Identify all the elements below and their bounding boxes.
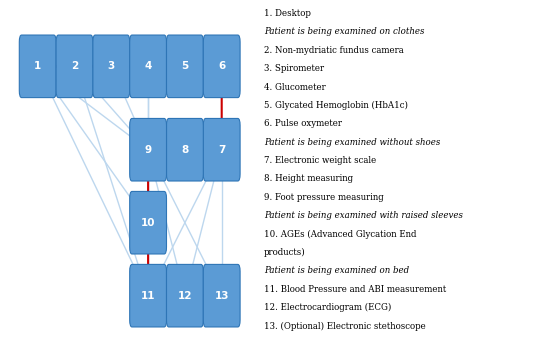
- Text: 11: 11: [141, 291, 155, 301]
- Text: 12. Electrocardiogram (ECG): 12. Electrocardiogram (ECG): [264, 303, 392, 312]
- FancyBboxPatch shape: [130, 35, 167, 98]
- FancyBboxPatch shape: [130, 264, 167, 327]
- Text: 13. (Optional) Electronic stethoscope: 13. (Optional) Electronic stethoscope: [264, 321, 426, 331]
- Text: 3. Spirometer: 3. Spirometer: [264, 64, 324, 73]
- FancyBboxPatch shape: [167, 264, 204, 327]
- Text: 8. Height measuring: 8. Height measuring: [264, 174, 353, 184]
- Text: 3: 3: [108, 61, 115, 71]
- FancyBboxPatch shape: [130, 118, 167, 181]
- Text: 5. Glycated Hemoglobin (HbA1c): 5. Glycated Hemoglobin (HbA1c): [264, 101, 408, 110]
- Text: 10: 10: [141, 218, 155, 228]
- Text: 4: 4: [145, 61, 152, 71]
- FancyBboxPatch shape: [167, 35, 204, 98]
- FancyBboxPatch shape: [167, 118, 204, 181]
- Text: 12: 12: [178, 291, 192, 301]
- Text: 1: 1: [34, 61, 41, 71]
- Text: 13: 13: [214, 291, 229, 301]
- Text: 9: 9: [145, 145, 152, 155]
- Text: 9. Foot pressure measuring: 9. Foot pressure measuring: [264, 193, 384, 202]
- Text: 7: 7: [218, 145, 226, 155]
- Text: Patient is being examined without shoes: Patient is being examined without shoes: [264, 138, 441, 147]
- Text: 1. Desktop: 1. Desktop: [264, 9, 311, 18]
- Text: 6. Pulse oxymeter: 6. Pulse oxymeter: [264, 119, 342, 128]
- Text: 10. AGEs (Advanced Glycation End: 10. AGEs (Advanced Glycation End: [264, 230, 417, 239]
- FancyBboxPatch shape: [204, 264, 240, 327]
- Text: 2. Non-mydriatic fundus camera: 2. Non-mydriatic fundus camera: [264, 46, 404, 55]
- FancyBboxPatch shape: [19, 35, 56, 98]
- FancyBboxPatch shape: [130, 191, 167, 254]
- Text: 11. Blood Pressure and ABI measurement: 11. Blood Pressure and ABI measurement: [264, 285, 447, 294]
- Text: 2: 2: [71, 61, 78, 71]
- FancyBboxPatch shape: [204, 118, 240, 181]
- Text: products): products): [264, 248, 306, 257]
- Text: Patient is being examined on bed: Patient is being examined on bed: [264, 266, 409, 275]
- Text: Patient is being examined with raised sleeves: Patient is being examined with raised sl…: [264, 211, 463, 220]
- FancyBboxPatch shape: [56, 35, 93, 98]
- Text: 7. Electronic weight scale: 7. Electronic weight scale: [264, 156, 376, 165]
- Text: 5: 5: [182, 61, 189, 71]
- Text: 8: 8: [182, 145, 189, 155]
- Text: 6: 6: [218, 61, 226, 71]
- FancyBboxPatch shape: [204, 35, 240, 98]
- FancyBboxPatch shape: [93, 35, 130, 98]
- Text: Patient is being examined on clothes: Patient is being examined on clothes: [264, 28, 425, 36]
- Text: 4. Glucometer: 4. Glucometer: [264, 83, 326, 92]
